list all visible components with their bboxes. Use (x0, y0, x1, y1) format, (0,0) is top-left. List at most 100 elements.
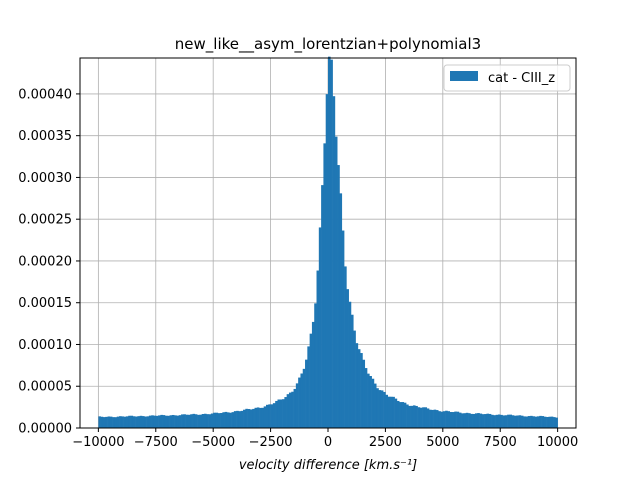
histogram-bar (123, 416, 127, 428)
histogram-bar (371, 378, 375, 428)
histogram-bar (468, 413, 471, 428)
histogram-bar (249, 409, 253, 428)
histogram-bar (399, 402, 402, 428)
histogram-bar (261, 407, 265, 428)
histogram-bar (417, 407, 421, 428)
histogram-bar (348, 301, 352, 428)
histogram-bar (433, 409, 437, 428)
histogram-bar (403, 402, 407, 428)
histogram-bar (263, 406, 267, 428)
histogram-bar (178, 415, 182, 428)
histogram-bar (254, 407, 258, 428)
histogram-bar (429, 409, 432, 428)
histogram-bar (525, 416, 529, 428)
histogram-bar (282, 399, 285, 428)
histogram-bar (109, 416, 113, 428)
histogram-bar (424, 407, 428, 428)
histogram-bar (183, 414, 186, 428)
y-tick-label: 0.00010 (18, 338, 72, 353)
histogram-bar (541, 416, 545, 428)
histogram-bar (125, 416, 129, 428)
histogram-bar (440, 411, 444, 428)
histogram-bar (288, 392, 292, 428)
histogram-bar (252, 408, 255, 428)
x-tick-label: 10000 (537, 435, 578, 450)
histogram-bar (500, 414, 503, 428)
histogram-bar (233, 411, 237, 428)
histogram-bar (266, 404, 269, 428)
x-tick-label: −2500 (249, 435, 293, 450)
histogram-bar (328, 56, 331, 428)
histogram-bar (493, 415, 496, 428)
histogram-bar (486, 413, 490, 428)
histogram-bar (341, 230, 345, 428)
histogram-bar (543, 416, 547, 428)
histogram-bar (346, 289, 349, 428)
histogram-bar (270, 404, 274, 428)
histogram-bar (553, 417, 556, 428)
histogram-bar (243, 409, 246, 428)
histogram-bar (334, 136, 338, 428)
histogram-bar (367, 373, 370, 428)
histogram-bar (523, 416, 526, 428)
histogram-bar (396, 400, 400, 428)
y-tick-label: 0.00040 (18, 87, 72, 102)
histogram-bar (302, 368, 306, 428)
y-tick-label: 0.00030 (18, 171, 72, 186)
histogram-bar (452, 412, 455, 428)
histogram-bar (229, 412, 232, 428)
histogram-bar (286, 394, 290, 428)
histogram-bar (217, 413, 221, 428)
histogram-bar (357, 349, 361, 428)
histogram-bar (204, 413, 207, 428)
histogram-bar (362, 359, 366, 428)
histogram-bar (314, 303, 317, 428)
histogram-bar (484, 414, 487, 428)
histogram-bar (447, 411, 451, 428)
histogram-bar (509, 414, 513, 428)
histogram-bar (116, 416, 120, 428)
histogram-bar (408, 405, 411, 428)
histogram-bar (201, 413, 205, 428)
histogram-bar (435, 410, 439, 428)
histogram-bar (442, 411, 446, 428)
x-axis-ticks: −10000 −7500 −5000 −2500 0 2500 5000 7500 10000 (72, 428, 578, 450)
histogram-bar (277, 399, 281, 428)
histogram-bar (516, 415, 519, 428)
x-tick-label: 2500 (369, 435, 402, 450)
histogram-bar (461, 413, 464, 428)
histogram-bar (148, 415, 152, 428)
histogram-bar (128, 415, 131, 428)
histogram-bar (197, 414, 200, 428)
histogram-bar (167, 415, 170, 428)
histogram-bar (412, 405, 416, 428)
histogram-bar (364, 368, 368, 428)
histogram-bar (102, 417, 106, 428)
histogram-bar (470, 413, 473, 428)
histogram-bar (378, 390, 382, 428)
histogram-bar (534, 416, 538, 428)
histogram-bar (316, 270, 320, 428)
histogram-bar (387, 396, 391, 428)
histogram-bar (488, 413, 492, 428)
histogram-bar (491, 414, 494, 428)
histogram-bar (472, 413, 476, 428)
histogram-bar (190, 414, 193, 428)
histogram-bar (511, 415, 515, 428)
histogram-bar (410, 405, 414, 428)
histogram-bar (139, 415, 143, 428)
histogram-bar (155, 415, 159, 428)
histogram-bar (548, 416, 552, 428)
histogram-bar (369, 376, 372, 428)
y-tick-label: 0.00020 (18, 254, 72, 269)
histogram-bar (222, 412, 225, 428)
histogram-bar (192, 413, 196, 428)
histogram-bar (112, 417, 115, 428)
histogram-bar (323, 143, 327, 428)
histogram-bar (520, 415, 524, 428)
histogram-bar (259, 407, 262, 428)
histogram-bar (210, 413, 214, 428)
histogram-bar (390, 396, 393, 428)
histogram-bar (330, 59, 333, 428)
histogram-bar (305, 359, 308, 428)
